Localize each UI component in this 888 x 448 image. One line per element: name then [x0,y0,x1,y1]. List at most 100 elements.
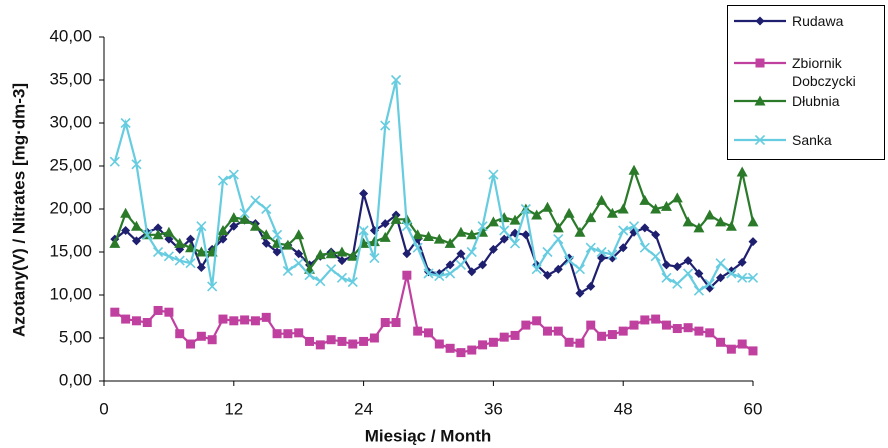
marker [683,256,693,266]
marker [402,249,412,259]
marker [131,159,142,170]
legend-swatch [734,95,786,106]
marker [596,194,608,205]
marker [542,246,553,258]
marker [186,339,196,349]
marker [683,268,694,279]
legend-label: Sanka [792,132,832,148]
legend-label: Rudawa [792,13,844,29]
marker [682,216,694,227]
marker [444,237,456,248]
marker [304,270,315,281]
marker [509,214,521,225]
marker [229,316,239,326]
marker [575,288,585,298]
marker [694,326,704,336]
marker [585,242,596,253]
marker [606,207,618,218]
marker [488,244,498,254]
marker [250,195,261,206]
marker [142,318,152,328]
marker [282,239,294,250]
marker [542,270,552,280]
marker [478,260,488,270]
marker [488,337,498,347]
marker [153,223,163,233]
marker [120,207,132,218]
x-axis-title: Miesiąc / Month [365,426,492,445]
marker [305,336,315,346]
marker [282,265,293,276]
marker [467,345,477,355]
marker [326,264,337,275]
marker [704,209,716,220]
y-tick-label: 0,00 [59,370,92,389]
marker [423,231,434,242]
marker [585,212,597,223]
marker [250,316,260,326]
legend-swatch [734,58,786,68]
marker [478,340,488,350]
marker [337,256,347,266]
marker [130,220,142,231]
marker [521,230,531,240]
marker [261,238,271,248]
marker [380,318,390,328]
marker [736,166,748,177]
x-tick-label: 24 [354,399,373,418]
marker [217,175,229,186]
marker [754,95,766,106]
marker [532,316,542,326]
marker [207,281,218,292]
marker [261,312,271,322]
marker [175,329,185,339]
marker [586,320,596,330]
marker [748,237,758,247]
marker [294,249,304,259]
marker [217,225,229,235]
marker [726,268,737,279]
marker [607,330,617,340]
y-axis-title: Azotany(V) / Nitrates [mg·dm-3] [9,83,28,337]
marker [618,225,629,236]
marker [715,216,727,227]
marker [358,225,369,236]
marker [314,249,326,260]
marker [499,332,509,342]
y-tick-label: 15,00 [49,241,92,260]
marker [196,262,206,272]
marker [693,285,704,296]
marker [542,326,552,336]
marker [597,253,607,263]
marker [380,219,390,229]
marker [347,250,359,261]
marker [153,305,163,315]
y-tick-label: 20,00 [49,198,92,217]
marker [564,255,575,266]
marker [249,220,261,231]
marker [163,226,175,237]
marker [531,209,543,220]
marker [564,337,574,347]
marker [261,203,272,215]
x-tick-label: 0 [99,399,108,418]
marker [434,339,444,349]
marker [272,229,283,240]
legend-label: Dłubnia [792,93,840,109]
marker [293,229,305,240]
marker [228,169,239,180]
marker [359,336,369,346]
marker [737,339,747,349]
marker [639,242,650,253]
marker [239,208,250,219]
marker [541,201,553,212]
marker [574,226,586,237]
marker [445,268,456,279]
marker [456,348,466,358]
marker [755,16,765,26]
marker [390,74,402,86]
marker [455,259,467,270]
marker [455,226,467,237]
marker [186,234,196,244]
marker [661,320,671,330]
